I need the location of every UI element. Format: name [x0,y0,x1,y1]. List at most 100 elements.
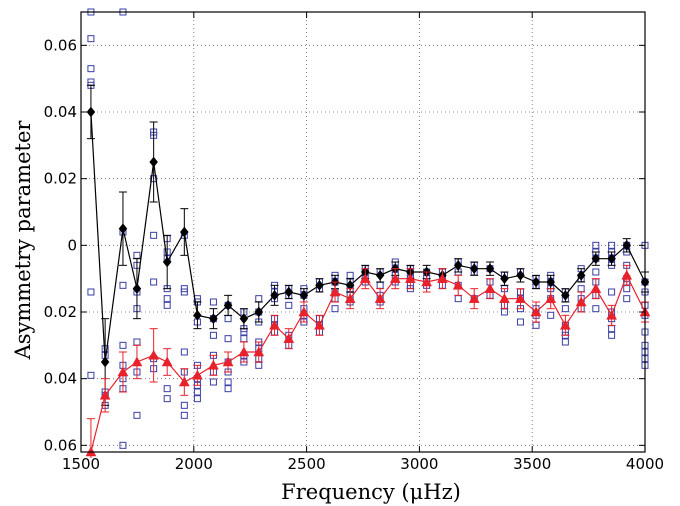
square-marker [180,411,188,419]
square-marker [608,241,616,249]
square-marker [255,295,263,303]
triangle-point [452,279,464,290]
y-axis-title: Asymmetry parameter [11,120,35,361]
diamond-point [485,263,495,275]
diamond-point [561,289,570,301]
diamond-point [546,276,556,288]
square-marker [376,281,384,289]
square-marker [87,371,95,379]
triangle-point [559,319,571,330]
triangle-point [590,283,602,293]
triangle-point [436,273,448,283]
triangle-point [606,309,618,320]
y-tick-label: 0.04 [44,103,77,121]
square-marker [608,288,616,296]
triangle-point [515,293,526,303]
square-marker [516,318,524,326]
square-marker [561,338,569,346]
diamond-point [607,253,616,265]
x-tick-label: 3000 [400,455,438,473]
square-marker [240,335,248,343]
square-marker [331,305,339,313]
square-marker [163,385,171,393]
diamond-point [299,289,309,301]
square-marker [87,288,95,296]
square-marker [547,311,555,319]
square-marker [592,305,600,313]
y-tick-label: 0.06 [44,436,77,454]
diamond-point [239,313,249,325]
square-marker [592,268,600,276]
x-tick-label: 2000 [175,455,213,473]
square-marker [532,321,540,329]
square-marker [285,301,293,309]
diamond-point [180,226,189,238]
diamond-point [576,269,586,281]
triangle-point [421,276,433,287]
square-marker [133,338,141,346]
triangle-point [298,306,310,317]
triangle-point [575,296,587,307]
square-marker [133,411,141,419]
triangle-point [208,359,219,370]
diamond-point [284,286,294,298]
data-series [85,84,651,458]
triangle-point [468,293,480,303]
triangle-point [99,389,111,400]
grid-lines [81,12,645,452]
square-marker [133,251,141,259]
diamond-point [223,299,233,311]
triangle-point [621,269,633,280]
plot-frame [80,11,646,453]
square-marker [163,395,171,403]
square-marker [150,231,158,239]
y-tick-label: 0 [67,236,77,254]
square-marker [623,295,631,303]
x-tick-label: 4000 [626,455,664,473]
square-marker [592,241,600,249]
square-marker [255,361,263,369]
triangle-point [283,333,295,343]
diamond-point [132,283,142,295]
diamond-point [118,223,128,235]
diamond-point [375,269,385,281]
y-tick-label: 0.06 [44,36,77,54]
diamond-point [86,106,96,118]
x-tick-label: 1500 [62,455,100,473]
triangle-point [329,286,341,297]
square-marker [346,271,354,279]
square-marker [224,378,232,386]
diamond-point [149,156,158,168]
diamond-point [500,273,509,285]
triangle-point [314,319,325,330]
square-marker [180,401,188,409]
diamond-point [453,259,463,271]
square-marker [577,285,585,293]
square-marker [150,278,158,286]
diamond-point [100,356,110,368]
diamond-point [469,263,479,275]
square-marker [224,315,232,323]
diamond-point [162,256,172,268]
axis-ticks: 1500 2000 2500 3000 3500 4000 0.06 0.04 0.02 0 0.0… [44,12,664,473]
triangle-point [344,293,356,303]
square-marker [561,305,569,313]
square-marker [119,441,127,449]
diamond-point [254,306,264,318]
triangle-point [374,293,386,303]
triangle-point [222,356,234,367]
diamond-point [209,313,218,325]
square-marker [209,331,217,339]
square-marker [163,295,171,303]
square-marker [209,298,217,306]
diamond-point [622,239,632,251]
y-tick-label: 0.02 [44,170,77,188]
square-marker [224,335,232,343]
triangle-point [484,283,496,293]
square-marker [180,288,188,296]
square-markers [87,8,649,449]
triangle-point [131,356,143,367]
square-marker [193,395,201,403]
square-marker [119,341,127,349]
